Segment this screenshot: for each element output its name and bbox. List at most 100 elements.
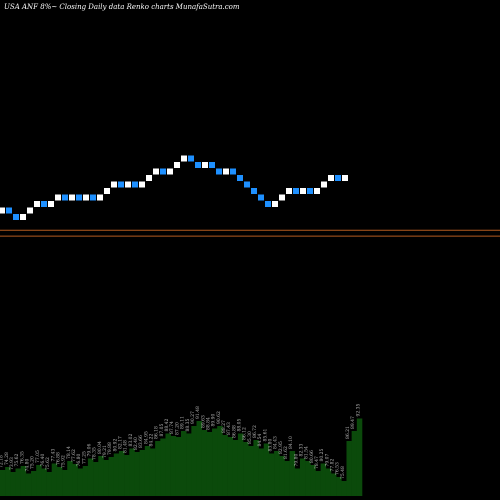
volume-label: 75.48 xyxy=(340,466,346,479)
volume-bar xyxy=(129,448,135,496)
volume-bar xyxy=(118,451,125,496)
renko-brick-up xyxy=(300,188,306,194)
volume-bar xyxy=(124,455,130,496)
volume-bar xyxy=(289,451,296,496)
volume-label: 76.80 xyxy=(76,453,82,466)
volume-label: 88.35 xyxy=(185,418,191,431)
volume-label: 87.74 xyxy=(169,421,175,434)
volume-bar xyxy=(10,472,16,496)
renko-brick-down xyxy=(6,207,12,214)
volume-label: 85.30 xyxy=(247,431,253,444)
volume-bar xyxy=(72,464,78,496)
volume-bar xyxy=(248,446,254,496)
volume-label: 89.90 xyxy=(211,413,217,426)
renko-brick-up xyxy=(181,155,187,162)
volume-label: 88.27 xyxy=(221,420,227,433)
volume-label: 78.47 xyxy=(314,456,320,469)
volume-label: 74.28 xyxy=(4,452,10,465)
volume-bar xyxy=(155,441,161,496)
volume-label: 90.62 xyxy=(216,411,222,424)
volume-label: 79.88 xyxy=(107,442,113,455)
volume-bar xyxy=(258,448,265,496)
renko-brick-down xyxy=(209,162,215,168)
volume-label: 84.95 xyxy=(143,431,149,444)
volume-label: 75.20 xyxy=(30,456,36,469)
renko-brick-down xyxy=(307,188,313,194)
volume-bar xyxy=(320,463,327,496)
volume-label: 85.61 xyxy=(262,428,268,441)
renko-brick-up xyxy=(223,168,229,175)
volume-bar xyxy=(336,477,342,496)
volume-bar xyxy=(144,446,151,496)
renko-brick-up xyxy=(314,188,320,194)
volume-label: 78.14 xyxy=(66,446,72,459)
renko-brick-up xyxy=(286,188,292,194)
volume-label: 83.02 xyxy=(128,433,134,446)
volume-bar xyxy=(36,465,42,496)
volume-label: 89.47 xyxy=(350,416,356,429)
volume-label: 82.40 xyxy=(133,437,139,450)
volume-label: 82.33 xyxy=(299,443,305,456)
volume-label: 80.25 xyxy=(319,448,325,461)
renko-brick-up xyxy=(69,194,75,201)
renko-brick-up xyxy=(48,201,54,207)
volume-bar xyxy=(315,471,321,496)
renko-brick-up xyxy=(167,168,173,175)
volume-bar xyxy=(279,456,285,496)
volume-bar xyxy=(108,457,115,496)
renko-brick-down xyxy=(90,194,96,201)
volume-label: 80.04 xyxy=(97,441,103,454)
volume-bar xyxy=(356,418,363,496)
renko-brick-up xyxy=(272,201,278,207)
renko-brick-down xyxy=(195,162,201,168)
renko-brick-down xyxy=(265,201,271,207)
volume-bar xyxy=(305,461,311,496)
volume-bar xyxy=(325,468,332,496)
volume-bar xyxy=(299,458,306,496)
volume-bar xyxy=(139,450,146,496)
volume-label: 86.18 xyxy=(154,426,160,439)
volume-label: 77.62 xyxy=(71,449,77,462)
volume-bar xyxy=(181,431,187,496)
volume-label: 80.92 xyxy=(112,438,118,451)
volume-bar xyxy=(134,452,140,496)
volume-label: 73.93 xyxy=(9,457,15,470)
renko-brick-down xyxy=(160,168,166,175)
volume-label: 77.43 xyxy=(50,448,56,461)
volume-bar xyxy=(310,465,316,496)
volume-bar xyxy=(113,453,120,496)
volume-label: 75.92 xyxy=(61,455,67,468)
renko-brick-up xyxy=(111,181,117,188)
renko-brick-down xyxy=(132,181,138,188)
renko-brick-down xyxy=(216,168,222,175)
volume-label: 84.22 xyxy=(149,433,155,446)
volume-label: 84.10 xyxy=(288,436,294,449)
volume-label: 74.80 xyxy=(24,458,30,471)
volume-label: 72.18 xyxy=(0,455,5,468)
volume-bar xyxy=(201,430,208,496)
volume-label: 88.84 xyxy=(205,417,211,430)
volume-bar xyxy=(82,466,89,496)
volume-bar xyxy=(263,443,270,496)
renko-brick-up xyxy=(342,175,348,181)
volume-label: 81.54 xyxy=(304,446,310,459)
volume-bar xyxy=(170,436,177,496)
volume-bar xyxy=(56,467,63,496)
renko-brick-up xyxy=(153,168,159,175)
volume-bar xyxy=(351,431,358,496)
volume-bar xyxy=(5,467,11,496)
volume-label: 83.80 xyxy=(268,438,274,451)
volume-label: 89.11 xyxy=(180,416,186,429)
volume-bar xyxy=(31,471,37,496)
volume-bar xyxy=(15,468,21,496)
volume-label: 86.88 xyxy=(231,425,237,438)
renko-brick-down xyxy=(237,175,243,181)
volume-label: 86.21 xyxy=(345,426,351,439)
volume-bar xyxy=(206,432,213,496)
volume-bar xyxy=(0,470,6,496)
volume-label: 77.25 xyxy=(81,451,87,464)
volume-bar xyxy=(253,440,259,496)
volume-label: 77.05 xyxy=(35,450,41,463)
volume-bar xyxy=(212,428,218,496)
volume-label: 76.88 xyxy=(55,452,61,465)
